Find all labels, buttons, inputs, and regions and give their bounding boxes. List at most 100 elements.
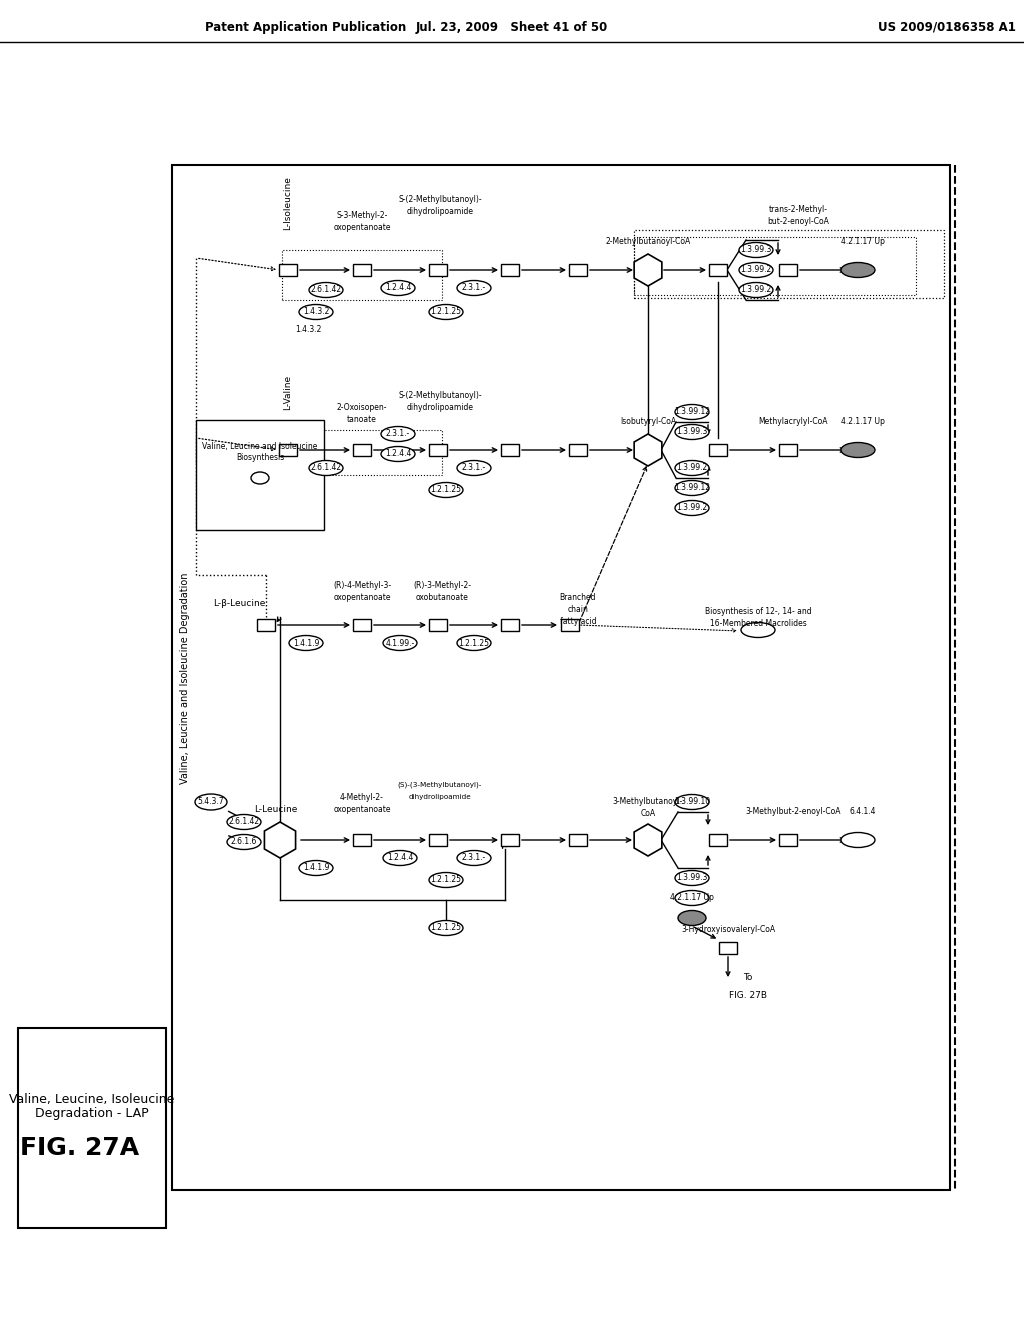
Ellipse shape [675, 500, 709, 516]
Text: Biosynthesis of 12-, 14- and: Biosynthesis of 12-, 14- and [705, 606, 811, 615]
Text: 1.3.99.12: 1.3.99.12 [674, 408, 710, 417]
Text: 1.3.99.3: 1.3.99.3 [676, 874, 708, 883]
Text: S-(2-Methylbutanoyl)-: S-(2-Methylbutanoyl)- [398, 391, 482, 400]
FancyBboxPatch shape [569, 834, 587, 846]
Ellipse shape [381, 446, 415, 462]
Ellipse shape [675, 461, 709, 475]
Ellipse shape [678, 911, 706, 925]
FancyBboxPatch shape [569, 264, 587, 276]
Ellipse shape [429, 483, 463, 498]
FancyBboxPatch shape [429, 834, 447, 846]
Text: 6.4.1.4: 6.4.1.4 [850, 808, 877, 817]
Ellipse shape [383, 635, 417, 651]
Text: 2.6.1.42: 2.6.1.42 [228, 817, 259, 826]
Text: Biosynthesis: Biosynthesis [236, 454, 284, 462]
FancyBboxPatch shape [429, 264, 447, 276]
Text: 4.2.1.17 Up: 4.2.1.17 Up [841, 417, 885, 426]
Text: 2.3.1.-: 2.3.1.- [462, 463, 486, 473]
Text: dihydrolipoamide: dihydrolipoamide [407, 207, 473, 216]
Text: 1.4.3.2: 1.4.3.2 [303, 308, 329, 317]
FancyBboxPatch shape [429, 619, 447, 631]
Text: Degradation - LAP: Degradation - LAP [35, 1107, 148, 1121]
Text: 1.3.99.2: 1.3.99.2 [740, 265, 772, 275]
Ellipse shape [739, 282, 773, 297]
Text: 2.3.1.-: 2.3.1.- [386, 429, 411, 438]
Text: 3-Hydroxyisovaleryl-CoA: 3-Hydroxyisovaleryl-CoA [681, 925, 775, 935]
Text: 2-Oxoisopen-: 2-Oxoisopen- [337, 404, 387, 412]
FancyBboxPatch shape [353, 834, 371, 846]
Text: 1.2.4.4: 1.2.4.4 [387, 854, 414, 862]
Text: 1.3.99.3: 1.3.99.3 [676, 428, 708, 437]
Ellipse shape [309, 461, 343, 475]
Text: fatty acid: fatty acid [560, 616, 596, 626]
Text: 16-Membered Macrolides: 16-Membered Macrolides [710, 619, 806, 627]
Ellipse shape [381, 426, 415, 441]
FancyBboxPatch shape [709, 264, 727, 276]
Text: 1.4.3.2: 1.4.3.2 [295, 326, 322, 334]
Text: 4.1.99.-: 4.1.99.- [385, 639, 415, 648]
FancyBboxPatch shape [779, 444, 797, 455]
Text: 1.2.1.25: 1.2.1.25 [430, 875, 462, 884]
FancyBboxPatch shape [779, 834, 797, 846]
Text: tanoate: tanoate [347, 416, 377, 425]
Text: 2.6.1.42: 2.6.1.42 [310, 285, 342, 294]
Text: 2.3.1.-: 2.3.1.- [462, 854, 486, 862]
Ellipse shape [227, 834, 261, 850]
Text: Methylacrylyl-CoA: Methylacrylyl-CoA [758, 417, 827, 426]
Ellipse shape [675, 870, 709, 886]
FancyBboxPatch shape [719, 942, 737, 954]
Text: Valine, Leucine and Isoleucine: Valine, Leucine and Isoleucine [203, 442, 317, 451]
Text: dihydrolipoamide: dihydrolipoamide [409, 795, 471, 800]
Text: chain: chain [567, 605, 589, 614]
Text: 1.3.99.10: 1.3.99.10 [674, 797, 710, 807]
FancyBboxPatch shape [569, 444, 587, 455]
Ellipse shape [841, 442, 874, 458]
Ellipse shape [741, 623, 775, 638]
Ellipse shape [251, 473, 269, 484]
Text: trans-2-Methyl-: trans-2-Methyl- [768, 206, 827, 214]
Text: 3-Methylbut-2-enoyl-CoA: 3-Methylbut-2-enoyl-CoA [745, 808, 841, 817]
FancyBboxPatch shape [353, 444, 371, 455]
Text: S-3-Methyl-2-: S-3-Methyl-2- [336, 210, 388, 219]
Ellipse shape [457, 635, 490, 651]
Ellipse shape [289, 635, 323, 651]
Ellipse shape [675, 480, 709, 495]
FancyBboxPatch shape [353, 619, 371, 631]
Text: CoA: CoA [640, 809, 655, 818]
Ellipse shape [675, 795, 709, 809]
Text: 1.4.1.9: 1.4.1.9 [293, 639, 319, 648]
Ellipse shape [381, 281, 415, 296]
FancyBboxPatch shape [501, 444, 519, 455]
Text: oxopentanoate: oxopentanoate [333, 223, 391, 231]
Text: 4-Methyl-2-: 4-Methyl-2- [340, 793, 384, 803]
Text: 1.2.1.25: 1.2.1.25 [430, 308, 462, 317]
Ellipse shape [457, 461, 490, 475]
Ellipse shape [457, 281, 490, 296]
Text: Valine, Leucine and Isoleucine Degradation: Valine, Leucine and Isoleucine Degradati… [180, 573, 190, 784]
Text: 1.2.1.25: 1.2.1.25 [430, 924, 462, 932]
Polygon shape [264, 822, 296, 858]
FancyBboxPatch shape [18, 1028, 166, 1228]
Ellipse shape [383, 850, 417, 866]
Text: 5.4.3.7: 5.4.3.7 [198, 797, 224, 807]
FancyBboxPatch shape [196, 420, 324, 531]
Ellipse shape [841, 833, 874, 847]
FancyBboxPatch shape [779, 264, 797, 276]
Text: L-Isoleucine: L-Isoleucine [284, 176, 293, 230]
FancyBboxPatch shape [709, 834, 727, 846]
Text: but-2-enoyl-CoA: but-2-enoyl-CoA [767, 218, 829, 227]
Text: Branched: Branched [560, 593, 596, 602]
Text: 1.3.99.2: 1.3.99.2 [740, 285, 772, 294]
Text: FIG. 27B: FIG. 27B [729, 990, 767, 999]
Ellipse shape [675, 891, 709, 906]
FancyBboxPatch shape [279, 264, 297, 276]
FancyBboxPatch shape [501, 264, 519, 276]
FancyBboxPatch shape [561, 619, 579, 631]
Ellipse shape [299, 305, 333, 319]
Ellipse shape [309, 282, 343, 297]
Ellipse shape [841, 263, 874, 277]
FancyBboxPatch shape [279, 444, 297, 455]
Text: 1.3.99.2: 1.3.99.2 [677, 503, 708, 512]
Text: L-Valine: L-Valine [284, 375, 293, 411]
FancyBboxPatch shape [501, 619, 519, 631]
